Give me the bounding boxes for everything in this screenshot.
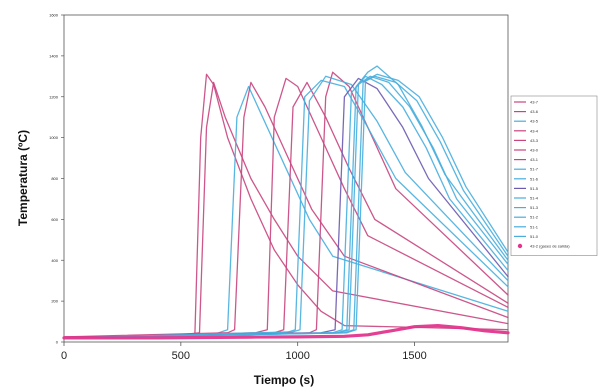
series-line: [63, 71, 509, 339]
legend-label: 51-4: [530, 196, 539, 201]
series-line: [63, 75, 509, 339]
legend-label: 51-6: [530, 176, 539, 181]
y-tick-label: 1200: [49, 94, 59, 99]
series-line: [63, 81, 509, 338]
legend-label: 43-6: [530, 109, 539, 114]
y-axis-title: Temperatura (ºC): [16, 130, 30, 226]
legend-box: [510, 95, 598, 256]
legend-label: 43-0: [530, 148, 539, 153]
series-layer: [62, 65, 510, 340]
x-tick-label: 1500: [402, 350, 426, 362]
legend-label: 51-0: [530, 234, 539, 239]
x-tick-label: 500: [172, 350, 190, 362]
series-line: [63, 73, 509, 339]
legend: 43-7 43-6 43-5 43-4 43-3 43-0 43-1 51-7 51-6 51-5…: [510, 95, 598, 256]
y-tick-label: 400: [51, 258, 58, 263]
series-line: [63, 75, 509, 339]
legend-label: 43-4: [530, 128, 539, 133]
legend-label: 51-5: [530, 186, 539, 191]
y-tick-label: 0: [56, 340, 59, 345]
legend-label: 43-2 (gases de salida): [530, 244, 570, 249]
x-axis-title: Tiempo (s): [254, 373, 314, 387]
y-axis-ticks: 0 200 400 600 800 1000 1200 1400 1600: [49, 13, 64, 345]
x-axis-ticks: 0 500 1000 1500: [61, 342, 427, 362]
series-line: [63, 65, 509, 339]
x-tick-label: 0: [61, 350, 67, 362]
legend-label: 43-3: [530, 138, 539, 143]
series-line: [63, 85, 509, 339]
series-line: [63, 77, 509, 339]
legend-label: 51-7: [530, 167, 539, 172]
y-tick-label: 1600: [49, 13, 59, 18]
legend-label: 43-5: [530, 119, 539, 124]
series-line: [62, 324, 510, 340]
legend-swatch: [517, 243, 523, 249]
series-line: [63, 75, 509, 339]
series-line: [63, 75, 509, 339]
legend-label: 51-3: [530, 205, 539, 210]
y-tick-label: 600: [51, 217, 58, 222]
legend-label: 43-1: [530, 157, 539, 162]
x-tick-label: 1000: [285, 350, 309, 362]
legend-label: 43-7: [530, 100, 539, 105]
legend-label: 51-1: [530, 224, 539, 229]
legend-label: 51-2: [530, 215, 539, 220]
series-line: [63, 77, 509, 339]
y-tick-label: 1400: [49, 53, 59, 58]
y-tick-label: 200: [51, 299, 58, 304]
y-tick-label: 800: [51, 176, 58, 181]
y-tick-label: 1000: [49, 135, 59, 140]
